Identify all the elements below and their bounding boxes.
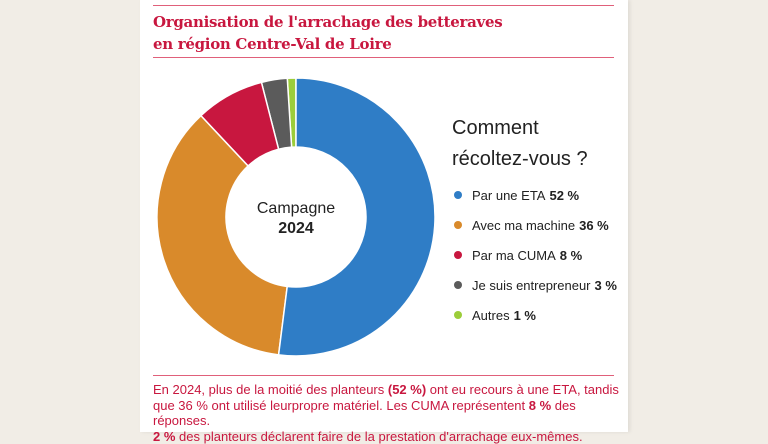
legend: Par une ETA 52 % Avec ma machine 36 % Par ma… bbox=[454, 180, 617, 330]
title-line: Organisation de l'arrachage des betterav… bbox=[153, 13, 503, 31]
donut-slice-4 bbox=[260, 77, 293, 151]
legend-dot-icon bbox=[454, 191, 462, 199]
footer-text: En 2024, plus de la moitié des planteurs… bbox=[153, 382, 619, 444]
legend-value: 8 % bbox=[559, 247, 583, 263]
legend-value: 52 % bbox=[549, 187, 580, 203]
center-label: Campagne bbox=[257, 200, 335, 217]
chart-title: Organisation de l'arrachage des betterav… bbox=[153, 11, 503, 55]
legend-title: Comment récoltez-vous ? bbox=[452, 113, 588, 175]
legend-title-line: récoltez-vous ? bbox=[452, 148, 588, 170]
legend-item: Avec ma machine 36 % bbox=[454, 210, 617, 240]
legend-label: Avec ma machine bbox=[472, 217, 576, 233]
legend-item: Par ma CUMA 8 % bbox=[454, 240, 617, 270]
donut-slice-1 bbox=[277, 77, 436, 357]
legend-title-line: Comment bbox=[452, 117, 539, 139]
center-year: 2024 bbox=[278, 220, 314, 237]
legend-dot-icon bbox=[454, 281, 462, 289]
legend-item: Par une ETA 52 % bbox=[454, 180, 617, 210]
top-rule bbox=[153, 5, 614, 6]
title-line: en région Centre-Val de Loire bbox=[153, 35, 392, 53]
legend-item: Je suis entrepreneur 3 % bbox=[454, 270, 617, 300]
legend-dot-icon bbox=[454, 251, 462, 259]
legend-value: 3 % bbox=[594, 277, 617, 293]
legend-item: Autres 1 % bbox=[454, 300, 617, 330]
title-rule bbox=[153, 57, 614, 58]
legend-label: Par ma CUMA bbox=[472, 247, 556, 263]
legend-label: Je suis entrepreneur bbox=[472, 277, 591, 293]
legend-value: 1 % bbox=[513, 307, 536, 323]
legend-label: Par une ETA bbox=[472, 187, 546, 203]
legend-dot-icon bbox=[454, 221, 462, 229]
donut-chart: Campagne 2024 bbox=[156, 77, 436, 357]
legend-value: 36 % bbox=[579, 217, 609, 233]
donut-slice-3 bbox=[199, 81, 280, 168]
donut-slice-2 bbox=[156, 114, 289, 356]
legend-label: Autres bbox=[472, 307, 510, 323]
legend-dot-icon bbox=[454, 311, 462, 319]
footer-rule bbox=[153, 375, 614, 376]
